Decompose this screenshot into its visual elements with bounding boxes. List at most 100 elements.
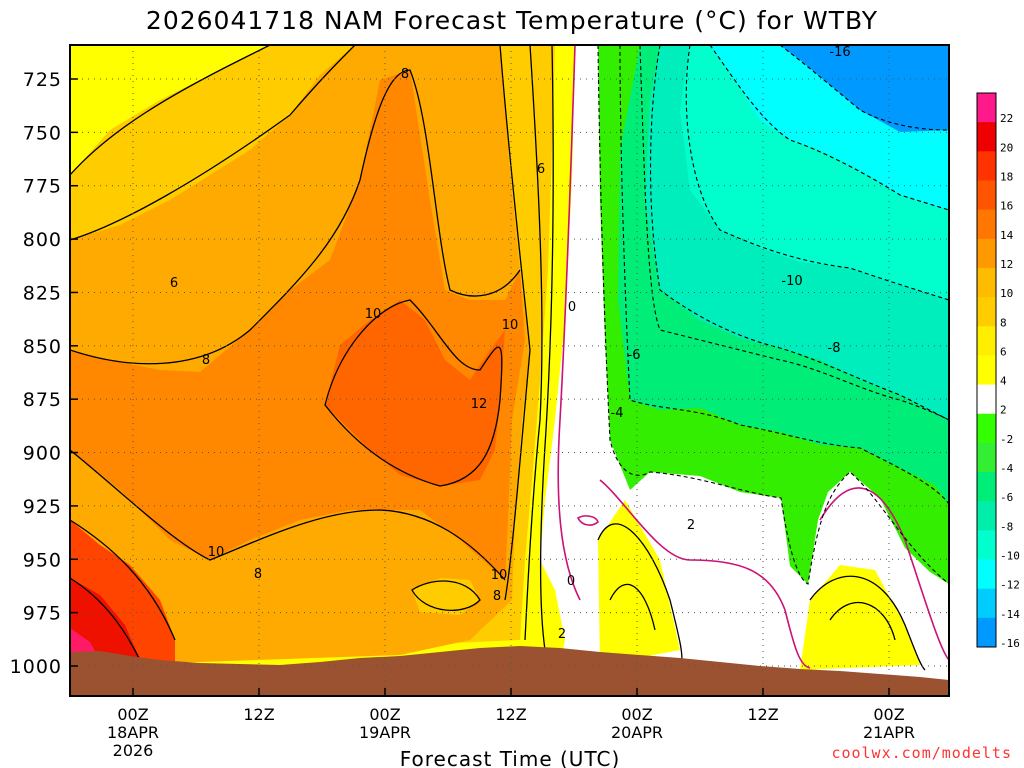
plus-two-pocket-21apr [800,565,920,670]
contour-16 [70,577,141,661]
x-tick-year: 2026 [113,741,154,760]
colorbar-swatch [977,209,996,240]
plot-border [69,44,950,697]
y-axis: 725 750 775 800 825 850 875 900 925 950 975 1000 [10,69,78,678]
contour-2-21apr [809,575,926,671]
colorbar-swatch [977,384,996,415]
y-tick-label: 725 [23,69,62,91]
chart-title: 2026041718 NAM Forecast Temperature (°C)… [146,6,878,35]
y-tick-label: 900 [23,443,62,465]
contour-label: 12 [471,397,488,412]
contour-10 [70,449,506,581]
contour-minus-10 [685,45,949,301]
plot-area [70,45,949,696]
contour-8-pocket [411,580,481,611]
contour-label: 2 [558,627,566,642]
plus-twelve-band [325,300,505,486]
x-tick-date: 21APR [863,723,915,742]
contour-4-20apr [609,583,656,631]
contour-label: 10 [208,545,225,560]
colorbar-label: -2 [1000,433,1013,446]
zero-contour-a [557,45,581,601]
zero-contour-c [819,487,949,661]
contour-label: -16 [829,45,850,60]
freezing-line [557,45,949,669]
contour-label: 10 [365,307,382,322]
colorbar-swatch [977,442,996,473]
y-tick-label: 950 [23,549,62,571]
colorbar-label: 14 [1000,229,1014,242]
x-tick-date: 20APR [611,723,663,742]
credit-text: coolwx.com/modelts [831,744,1012,762]
colorbar-swatch [977,122,996,152]
colorbar-label: 8 [1000,316,1007,329]
colorbar-swatch [977,530,996,561]
colorbar-label: -10 [1000,550,1020,563]
y-tick-label: 800 [23,229,62,251]
colorbar-label: 2 [1000,404,1007,417]
colorbar-swatch [977,617,996,648]
contour-label: 8 [401,67,409,82]
contour-label: -4 [611,406,624,421]
contour-label: -8 [828,341,841,356]
contour-label: -10 [781,274,802,289]
contour-label: 2 [687,518,695,533]
contour-14 [70,519,176,641]
x-tick-label: 12Z [495,705,526,724]
contour-label: 10 [502,318,519,333]
y-tick-label: 925 [23,496,62,518]
colorbar-swatch [977,413,996,444]
colorbar-swatch [977,588,996,619]
colorbar-label: 4 [1000,375,1007,388]
colorbar-border [976,92,997,648]
colorbar-swatch [977,326,996,356]
colorbar-swatch [977,472,996,502]
contour-2-20apr [597,523,683,669]
x-tick-label: 00Z [621,705,652,724]
colorbar-swatch [977,180,996,211]
x-tick-label: 12Z [747,705,778,724]
contour-label: 8 [202,353,210,368]
x-tick-date: 19APR [359,723,411,742]
x-tick-label: 00Z [117,705,148,724]
contour-minus-6 [639,45,949,421]
contour-12 [324,299,503,487]
y-tick-label: 825 [23,282,62,304]
contour-label: 6 [537,162,545,177]
colorbar-label: 22 [1000,112,1013,125]
contour-8 [70,69,521,365]
contour-minus-2 [597,45,949,585]
contour-4 [70,45,271,176]
y-tick-label: 875 [23,389,62,411]
colorbar-label: -12 [1000,579,1020,592]
colorbar-swatch [977,297,996,327]
colorbar-label: -6 [1000,491,1013,504]
x-tick-label: 12Z [243,705,274,724]
contour-minus-4 [619,45,949,505]
y-tick-label: 775 [23,176,62,198]
colorbar-swatch [977,151,996,181]
colorbar-swatch [977,267,996,298]
contour-label: 0 [568,300,576,315]
zero-contour-b [599,479,811,669]
colorbar-label: 18 [1000,170,1013,183]
surface-terrain [70,646,949,696]
zero-contour-pocket [576,515,599,526]
colorbar-label: -14 [1000,608,1020,621]
temperature-fill-layer [70,45,949,696]
contour-label: 6 [170,276,178,291]
colorbar-swatch [977,501,996,531]
contour-front-b [524,45,543,641]
colorbar-label: 12 [1000,258,1013,271]
contour-minus-8 [649,45,949,421]
colorbar-label: -8 [1000,520,1013,533]
contour-label: 8 [493,589,501,604]
contour-6 [70,45,356,241]
y-tick-label: 750 [23,122,62,144]
minus-sixteen-band [780,45,949,132]
colorbar-label: -4 [1000,462,1014,475]
x-tick-label: 00Z [873,705,904,724]
contour-front-c [539,45,554,651]
x-tick-label: 00Z [369,705,400,724]
